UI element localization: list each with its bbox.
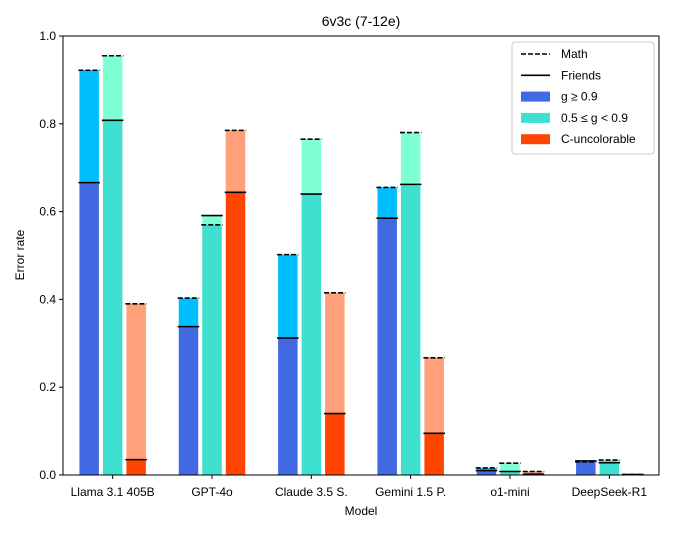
bar-2-lower-4: [400, 184, 421, 475]
bar-2-upper-6: [599, 460, 620, 463]
y-tick-label-6: 1.0: [39, 29, 56, 43]
legend-label-1: Math: [561, 47, 588, 61]
bar-1-upper-5: [476, 467, 497, 471]
bar-1-upper-4: [377, 187, 397, 219]
bar-3-lower-4: [424, 433, 444, 475]
axes-frame: [62, 35, 660, 476]
bar-1-upper-3: [278, 254, 298, 339]
bar-2-lower-1: [102, 120, 123, 476]
bar-3-upper-1: [126, 303, 146, 460]
bar-3-upper-2: [225, 130, 246, 193]
legend-label-3: g ≥ 0.9: [561, 90, 598, 104]
x-tick-label-6: DeepSeek-R1: [572, 485, 648, 499]
y-tick-label-2: 0.2: [39, 380, 56, 394]
bar-2-upper-3: [301, 139, 322, 195]
legend-swatch-3: [521, 91, 550, 102]
bar-2-upper-1: [102, 55, 123, 121]
bar-3-lower-1: [126, 459, 146, 475]
axes: Llama 3.1 405B GPT-4o Claude 3.5 S. Gemini …: [39, 29, 660, 499]
bar-2-lower-2: [202, 224, 222, 475]
y-tick-label-5: 0.8: [39, 117, 56, 131]
bar-3-lower-2: [225, 192, 246, 475]
bar-1-lower-2: [178, 326, 199, 475]
legend-box: [511, 41, 655, 155]
bar-2-lower-3: [301, 194, 322, 476]
chart-title: 6v3c (7-12e): [322, 13, 401, 29]
bar-3-lower-3: [325, 413, 345, 475]
bar-3-upper-3: [325, 292, 345, 414]
x-tick-label-2: GPT-4o: [191, 485, 233, 499]
bar-3-upper-5: [523, 471, 544, 475]
bar-1-lower-5: [476, 470, 497, 475]
bar-2-upper-4: [400, 132, 421, 185]
bar-1-lower-3: [278, 338, 298, 475]
legend-label-5: C-uncolorable: [561, 132, 636, 146]
legend-swatch-4: [521, 112, 550, 123]
bar-2-upper-2: [202, 215, 222, 225]
bar-1-lower-1: [79, 182, 99, 475]
x-tick-label-4: Gemini 1.5 P.: [375, 485, 446, 499]
x-tick-label-3: Claude 3.5 S.: [275, 485, 348, 499]
bar-2-upper-5: [500, 463, 520, 472]
bar-2-lower-6: [599, 462, 620, 475]
y-tick-label-3: 0.4: [39, 292, 56, 306]
legend-label-2: Friends: [561, 68, 601, 82]
y-tick-label-4: 0.6: [39, 205, 56, 219]
bar-3-upper-4: [424, 357, 444, 434]
legend-label-4: 0.5 ≤ g < 0.9: [561, 111, 628, 125]
legend-swatch-5: [521, 134, 550, 145]
x-tick-label-1: Llama 3.1 405B: [71, 485, 155, 499]
plot-area: [78, 54, 644, 476]
y-axis-label: Error rate: [13, 229, 27, 280]
bar-1-upper-2: [178, 298, 199, 327]
bar-1-lower-4: [377, 218, 397, 475]
y-tick-label-1: 0.0: [39, 468, 56, 482]
x-axis-label: Model: [345, 504, 378, 518]
bar-1-lower-6: [576, 461, 596, 475]
bar-1-upper-1: [79, 70, 99, 183]
bar-2-lower-5: [500, 471, 520, 475]
x-tick-label-5: o1-mini: [490, 485, 529, 499]
legend: Math Friends g ≥ 0.9 0.5 ≤ g < 0.9 C-uncolor…: [511, 41, 655, 155]
